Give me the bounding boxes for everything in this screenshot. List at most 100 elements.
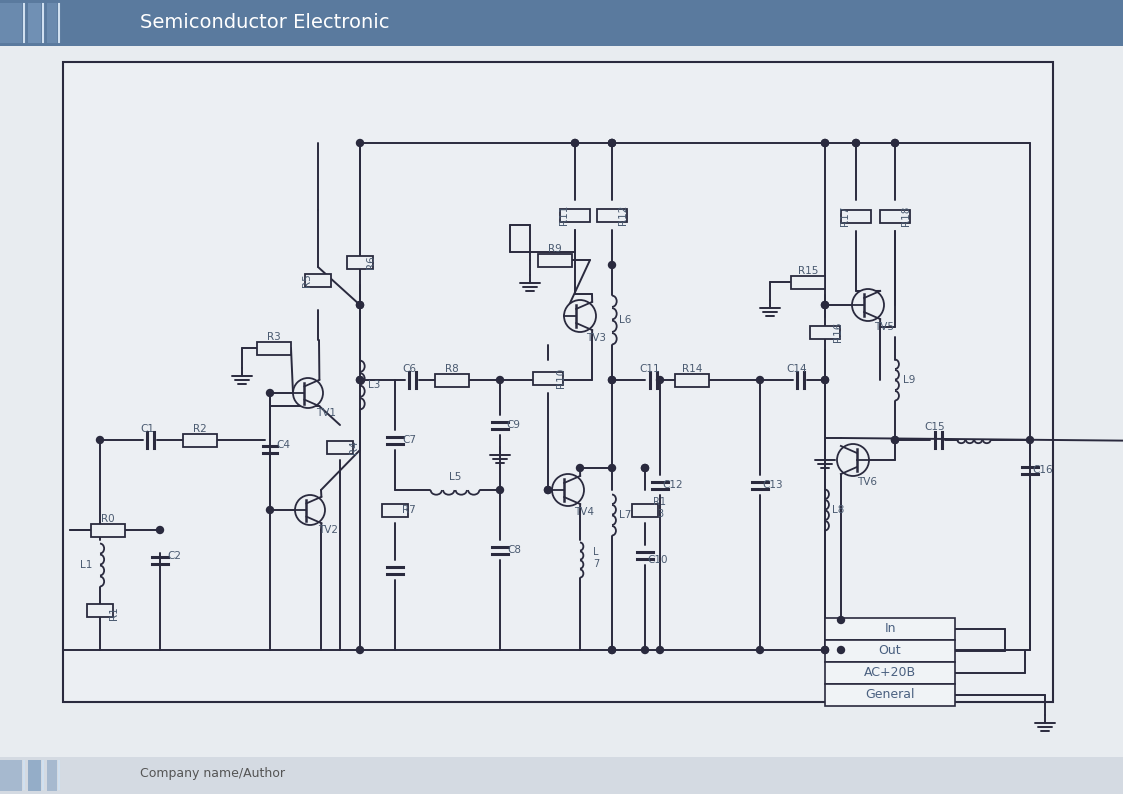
Bar <box>0 760 22 791</box>
Circle shape <box>609 140 615 147</box>
Bar <box>91 523 125 537</box>
Text: In: In <box>884 622 896 635</box>
Text: General: General <box>865 688 915 702</box>
Circle shape <box>822 646 829 653</box>
Bar <box>0 757 1123 794</box>
Text: Out: Out <box>878 645 902 657</box>
Text: L1: L1 <box>80 560 92 570</box>
Text: C4: C4 <box>276 440 290 450</box>
Bar <box>0 0 1123 46</box>
Text: C1: C1 <box>140 424 154 434</box>
Circle shape <box>97 437 103 444</box>
Text: L
7: L 7 <box>593 547 600 569</box>
Circle shape <box>822 140 829 147</box>
Text: R8: R8 <box>445 364 459 374</box>
Text: R14: R14 <box>682 364 702 374</box>
Bar <box>47 3 57 43</box>
Circle shape <box>295 495 325 525</box>
Bar <box>0 3 22 43</box>
Text: R11: R11 <box>559 205 569 225</box>
Text: R12: R12 <box>618 205 628 225</box>
Bar <box>183 434 217 446</box>
Circle shape <box>496 376 503 384</box>
Circle shape <box>657 376 664 384</box>
Circle shape <box>496 487 503 494</box>
Text: TV3: TV3 <box>586 333 606 343</box>
Bar <box>825 684 955 706</box>
Circle shape <box>609 646 615 653</box>
Bar <box>825 662 955 684</box>
Circle shape <box>609 140 615 147</box>
Text: R4: R4 <box>349 440 359 454</box>
Circle shape <box>609 140 615 147</box>
Text: R1: R1 <box>109 606 119 620</box>
Circle shape <box>641 464 648 472</box>
Text: L9: L9 <box>903 375 915 385</box>
Text: L5: L5 <box>449 472 462 482</box>
Bar <box>28 3 42 43</box>
Circle shape <box>266 390 274 396</box>
Circle shape <box>822 376 829 384</box>
Text: Company name/Author: Company name/Author <box>140 766 285 780</box>
Bar <box>28 760 42 791</box>
Text: L7: L7 <box>619 510 631 520</box>
Text: TV4: TV4 <box>574 507 594 517</box>
Circle shape <box>356 302 364 309</box>
Circle shape <box>356 376 364 384</box>
Circle shape <box>609 376 615 384</box>
Circle shape <box>572 140 578 147</box>
Circle shape <box>822 140 829 147</box>
Circle shape <box>609 646 615 653</box>
Bar <box>382 503 408 517</box>
Text: R18: R18 <box>901 206 911 226</box>
Text: R2: R2 <box>193 424 207 434</box>
Text: L6: L6 <box>619 315 631 325</box>
Circle shape <box>757 646 764 653</box>
Circle shape <box>892 140 898 147</box>
Text: R7: R7 <box>402 505 416 515</box>
Text: L8: L8 <box>832 505 844 515</box>
Bar <box>675 373 709 387</box>
Circle shape <box>822 376 829 384</box>
Text: C15: C15 <box>924 422 946 432</box>
Text: C10: C10 <box>648 555 668 565</box>
Circle shape <box>356 302 364 309</box>
Bar <box>632 503 658 517</box>
Circle shape <box>576 464 584 472</box>
Circle shape <box>356 140 364 147</box>
Text: Semiconductor Electronic: Semiconductor Electronic <box>140 13 390 33</box>
Bar <box>63 62 1053 702</box>
Bar <box>880 210 910 222</box>
Circle shape <box>892 437 898 444</box>
Circle shape <box>356 646 364 653</box>
Bar <box>538 253 572 267</box>
Text: TV1: TV1 <box>316 408 336 418</box>
Circle shape <box>564 300 596 332</box>
Text: R0: R0 <box>101 514 115 524</box>
Circle shape <box>838 646 844 653</box>
Circle shape <box>822 646 829 653</box>
Bar <box>597 209 627 222</box>
Text: R15: R15 <box>797 266 819 276</box>
Circle shape <box>892 437 898 444</box>
Text: C13: C13 <box>763 480 784 490</box>
Bar <box>560 209 590 222</box>
Circle shape <box>572 140 578 147</box>
Circle shape <box>266 507 274 514</box>
Circle shape <box>545 487 551 494</box>
Text: AC+20B: AC+20B <box>864 666 916 680</box>
Bar <box>825 640 955 662</box>
Text: R1
3: R1 3 <box>654 497 666 518</box>
Text: C6: C6 <box>402 364 416 374</box>
Circle shape <box>822 302 829 309</box>
Text: C16: C16 <box>1033 465 1053 475</box>
Circle shape <box>641 464 648 472</box>
Circle shape <box>609 464 615 472</box>
Bar <box>825 618 955 640</box>
Text: C2: C2 <box>167 551 181 561</box>
Text: L3: L3 <box>368 380 381 390</box>
Circle shape <box>545 487 551 494</box>
Circle shape <box>822 302 829 309</box>
Bar <box>791 276 825 288</box>
Bar <box>841 210 871 222</box>
